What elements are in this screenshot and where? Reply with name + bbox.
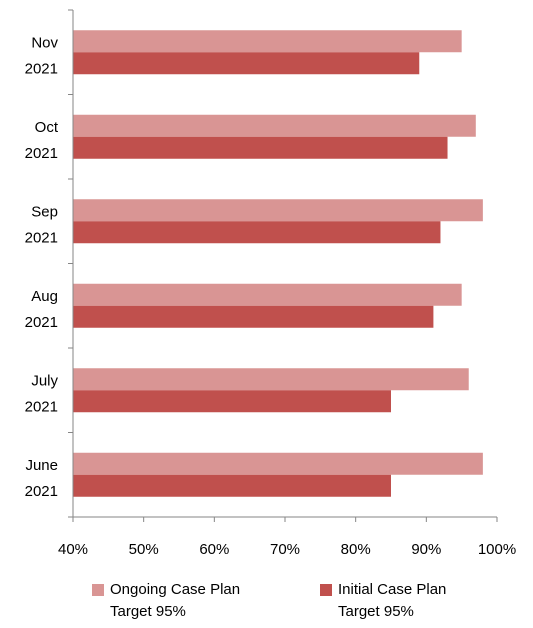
category-label-june-0: June xyxy=(25,457,58,474)
legend-initial-line2: Target 95% xyxy=(338,603,414,620)
category-label-july-0: July xyxy=(31,372,58,389)
bar-ongoing-aug xyxy=(73,283,462,306)
bar-initial-aug xyxy=(73,305,434,328)
x-tick-label-6: 100% xyxy=(478,541,516,558)
legend-ongoing-line2: Target 95% xyxy=(110,603,186,620)
category-label-sep-0: Sep xyxy=(31,203,58,220)
bar-initial-oct xyxy=(73,136,448,159)
x-tick-label-1: 50% xyxy=(129,541,159,558)
bar-ongoing-june xyxy=(73,452,483,475)
legend-swatch-ongoing xyxy=(92,584,104,596)
bar-ongoing-oct xyxy=(73,114,476,137)
category-label-aug-1: 2021 xyxy=(25,314,58,331)
x-tick-label-3: 70% xyxy=(270,541,300,558)
legend-label-ongoing: Ongoing Case Plan Target 95% xyxy=(110,579,270,623)
bar-initial-june xyxy=(73,474,391,497)
bar-initial-sep xyxy=(73,221,441,244)
legend-label-initial: Initial Case Plan Target 95% xyxy=(338,579,498,623)
bar-initial-nov xyxy=(73,52,420,75)
category-label-oct-1: 2021 xyxy=(25,145,58,162)
category-label-sep-1: 2021 xyxy=(25,229,58,246)
category-label-oct-0: Oct xyxy=(35,119,59,136)
x-tick-label-5: 90% xyxy=(411,541,441,558)
category-label-aug-0: Aug xyxy=(31,288,58,305)
x-tick-label-2: 60% xyxy=(199,541,229,558)
bar-ongoing-nov xyxy=(73,30,462,53)
bar-ongoing-sep xyxy=(73,199,483,222)
category-label-nov-0: Nov xyxy=(31,34,58,51)
category-label-june-1: 2021 xyxy=(25,483,58,500)
category-label-nov-1: 2021 xyxy=(25,60,58,77)
category-label-july-1: 2021 xyxy=(25,398,58,415)
x-tick-label-0: 40% xyxy=(58,541,88,558)
legend-swatch-initial xyxy=(320,584,332,596)
legend-ongoing-line1: Ongoing Case Plan xyxy=(110,581,241,598)
x-tick-label-4: 80% xyxy=(341,541,371,558)
bar-initial-july xyxy=(73,390,391,413)
legend-initial-line1: Initial Case Plan xyxy=(338,581,447,598)
bar-ongoing-july xyxy=(73,368,469,391)
